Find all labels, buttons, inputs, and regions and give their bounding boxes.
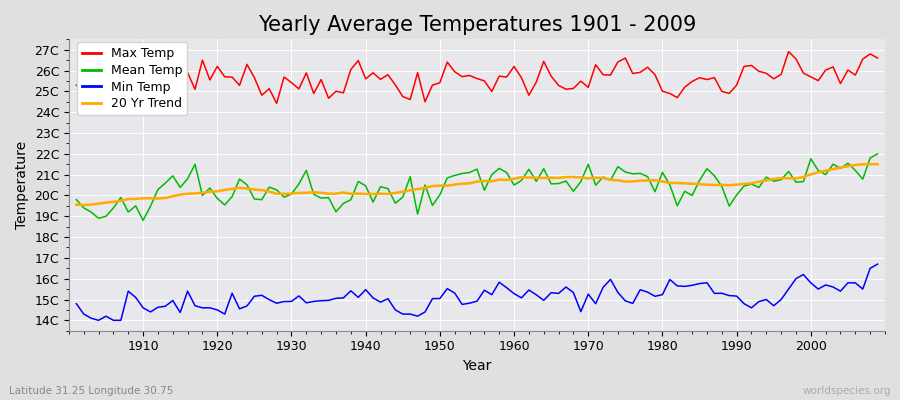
- Legend: Max Temp, Mean Temp, Min Temp, 20 Yr Trend: Max Temp, Mean Temp, Min Temp, 20 Yr Tre…: [77, 42, 187, 116]
- Title: Yearly Average Temperatures 1901 - 2009: Yearly Average Temperatures 1901 - 2009: [257, 15, 696, 35]
- Y-axis label: Temperature: Temperature: [15, 141, 29, 229]
- Text: worldspecies.org: worldspecies.org: [803, 386, 891, 396]
- X-axis label: Year: Year: [463, 359, 491, 373]
- Text: Latitude 31.25 Longitude 30.75: Latitude 31.25 Longitude 30.75: [9, 386, 174, 396]
